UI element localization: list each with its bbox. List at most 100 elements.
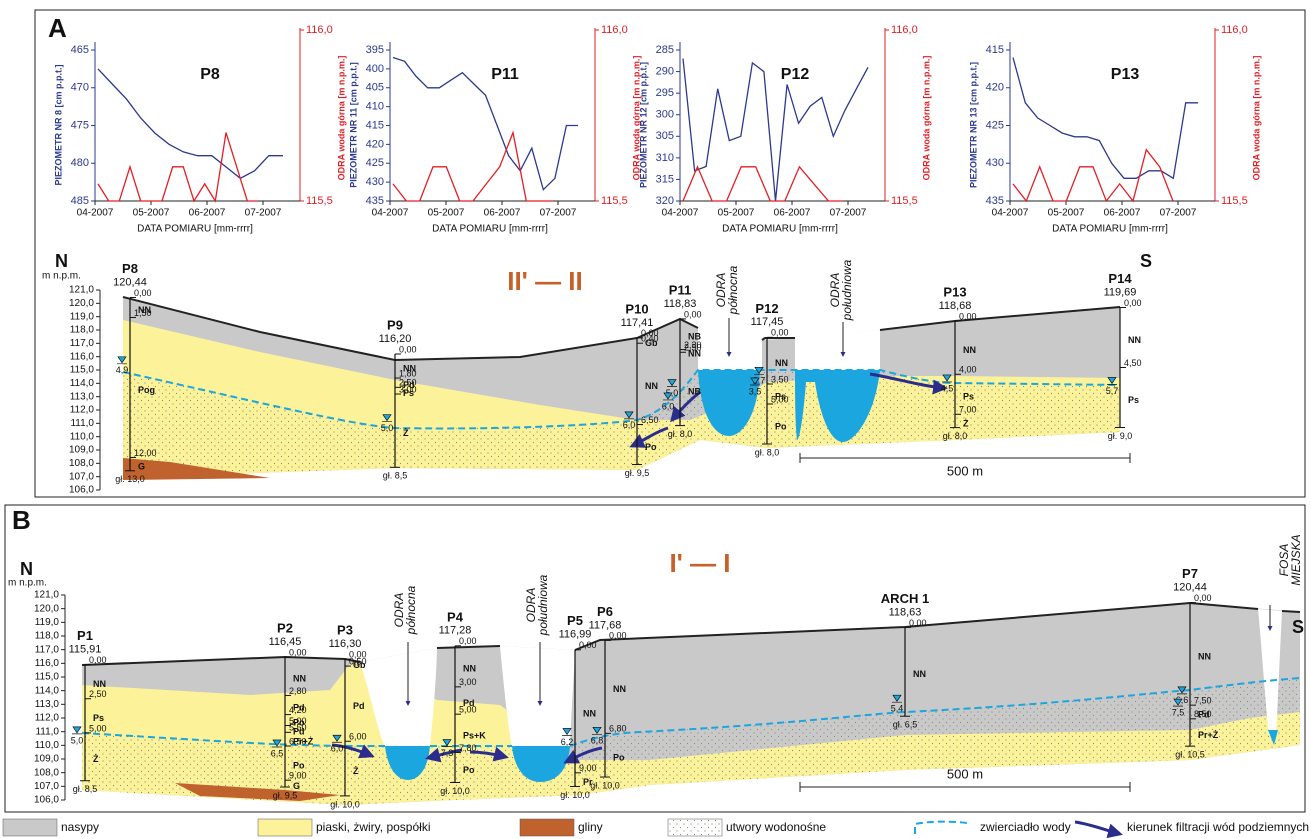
south-label: S: [1140, 251, 1152, 271]
layer-code: Pr+Ż: [1198, 730, 1219, 740]
borehole-name: P11: [669, 282, 691, 297]
borehole-elevation: 117,68: [589, 619, 622, 631]
layer-depth: 0,00: [289, 648, 307, 658]
borehole-name: P13: [943, 284, 966, 299]
series-line: [98, 133, 258, 201]
layer-code: Ż: [963, 418, 969, 428]
borehole-depth-total: gł. 8,5: [73, 784, 98, 794]
elevation-tick-label: 120,0: [69, 298, 94, 309]
layer-depth: 4,00: [959, 365, 977, 375]
layer-code: Po: [645, 442, 657, 452]
layer-code: NB: [688, 386, 701, 396]
layer-code: NN: [463, 664, 476, 674]
water-level-depth: 3,5: [749, 386, 762, 396]
elevation-tick-label: 120,0: [34, 603, 59, 614]
water-level-depth: 5,7: [1106, 386, 1119, 396]
layer-code: Ps: [93, 713, 104, 723]
x-tick-label: 07-2007: [830, 208, 867, 219]
x-tick-label: 05-2007: [1048, 208, 1085, 219]
series-line: [683, 59, 868, 201]
y2-tick-label: 116,0: [891, 24, 918, 36]
panel-label: B: [12, 505, 31, 535]
layer-depth: 12,00: [134, 448, 157, 458]
borehole-elevation: 116,20: [379, 333, 412, 345]
y-tick-label: 475: [71, 119, 89, 131]
x-tick-label: 07-2007: [540, 208, 577, 219]
elevation-tick-label: 121,0: [69, 285, 94, 296]
figure: AB465470475480485116,0115,504-200705-200…: [0, 0, 1311, 839]
layer-depth: 2,50: [89, 689, 107, 699]
x-tick-label: 05-2007: [428, 208, 465, 219]
water-level-depth: 7,3: [441, 748, 454, 758]
elevation-tick-label: 109,0: [34, 754, 59, 765]
series-line: [393, 133, 553, 201]
borehole-elevation: 117,28: [439, 625, 472, 637]
borehole-depth-total: gł. 9,5: [273, 790, 298, 800]
series-line: [683, 167, 843, 201]
y-tick-label: 435: [366, 195, 384, 207]
series-line: [1013, 58, 1198, 179]
y2-axis-title: ODRA woda górna [m n.p.m.]: [1251, 56, 1261, 181]
borehole-elevation: 116,45: [269, 636, 302, 648]
water-level-depth: 4,9: [116, 365, 129, 375]
chart-title: P12: [781, 66, 810, 83]
elevation-tick-label: 106,0: [69, 485, 94, 496]
elevation-tick-label: 108,0: [34, 767, 59, 778]
layer-code: Gb: [353, 660, 366, 670]
layer-code: Ps+K: [463, 731, 486, 741]
y2-tick-label: 115,5: [891, 195, 918, 207]
water-level-depth: 4,5: [941, 383, 954, 393]
y2-tick-label: 115,5: [601, 195, 628, 207]
y-axis-title: PIEZOMETR NR 12 [cm p.p.t.]: [638, 62, 648, 188]
layer-code: Ż: [403, 428, 409, 438]
elevation-tick-label: 115,0: [35, 672, 60, 683]
legend-swatch: [1075, 822, 1120, 834]
layer-code: Po: [775, 421, 787, 431]
y-tick-label: 415: [986, 44, 1004, 56]
x-axis-title: DATA POMIARU [mm-rrrr]: [432, 224, 548, 235]
y-tick-label: 485: [71, 195, 89, 207]
series-line: [393, 58, 578, 190]
legend-label: utwory wodonośne: [726, 820, 826, 834]
layer-depth: 0,00: [771, 328, 789, 338]
x-tick-label: 04-2007: [372, 208, 409, 219]
x-tick-label: 04-2007: [992, 208, 1029, 219]
y2-tick-label: 115,5: [306, 195, 333, 207]
y-tick-label: 470: [71, 82, 89, 94]
river-label: południowa: [536, 574, 550, 636]
layer-code: Ps: [403, 388, 414, 398]
layer-depth: 6,80: [609, 724, 627, 734]
layer-depth: 0,00: [909, 618, 927, 628]
layer-depth: 9,00: [579, 763, 597, 773]
borehole-elevation: 119,69: [1104, 286, 1137, 298]
borehole-depth-total: gł. 10,0: [330, 799, 360, 809]
chart-title: P8: [200, 66, 220, 83]
river-label: północna: [404, 585, 418, 635]
y2-tick-label: 116,0: [1221, 24, 1248, 36]
layer-code: NN: [913, 669, 926, 679]
water-level-depth: 5,0: [381, 423, 394, 433]
layer-code: G: [138, 462, 145, 472]
layer-code: NN: [93, 679, 106, 689]
borehole-depth-total: gł. 10,5: [1175, 750, 1205, 760]
layer-depth: 0,00: [134, 288, 152, 298]
borehole-elevation: 117,45: [751, 316, 784, 328]
x-axis-title: DATA POMIARU [mm-rrrr]: [137, 224, 253, 235]
y-tick-label: 285: [656, 44, 674, 56]
section-title: II' — II: [507, 266, 583, 296]
borehole-depth-total: gł. 8,0: [943, 431, 968, 441]
layer-code: Gb: [645, 338, 658, 348]
water-level-depth: 6,5: [271, 748, 284, 758]
layer-depth: 5,00: [89, 723, 107, 733]
series-line: [1013, 150, 1173, 201]
elevation-tick-label: 111,0: [35, 726, 59, 737]
borehole-elevation: 116,99: [559, 629, 592, 641]
x-tick-label: 05-2007: [718, 208, 755, 219]
x-tick-label: 05-2007: [133, 208, 170, 219]
y-tick-label: 320: [656, 195, 674, 207]
x-tick-label: 07-2007: [1160, 208, 1197, 219]
y-tick-label: 410: [366, 101, 384, 113]
borehole-elevation: 118,68: [939, 300, 972, 312]
layer-depth: 0,00: [684, 309, 702, 319]
y-tick-label: 430: [986, 157, 1004, 169]
